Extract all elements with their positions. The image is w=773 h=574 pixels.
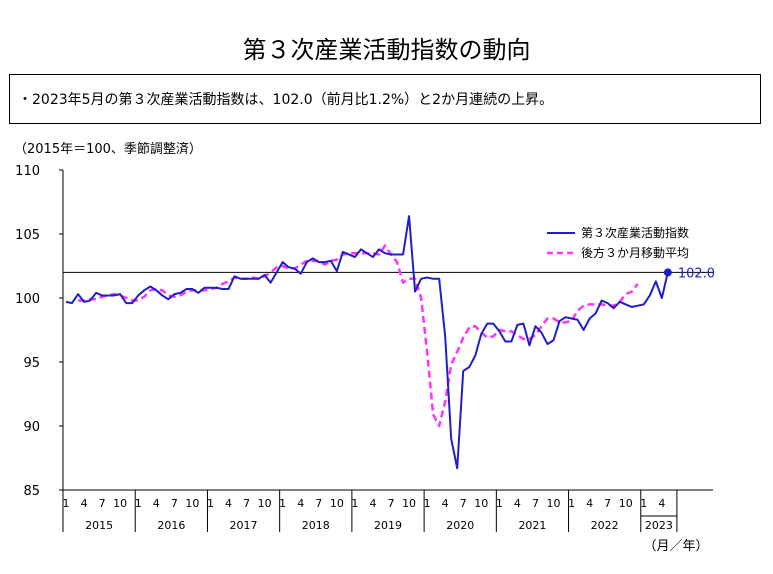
year-label: 2020	[446, 519, 474, 532]
month-tick-label: 4	[297, 497, 304, 510]
month-tick-label: 7	[460, 497, 467, 510]
month-tick-label: 1	[640, 497, 647, 510]
series-group: 102.0	[65, 215, 715, 470]
month-tick-label: 10	[258, 497, 272, 510]
legend-label-moving-average: 後方３か月移動平均	[581, 245, 689, 260]
index-series-line	[65, 215, 669, 470]
y-tick-label: 110	[15, 164, 40, 179]
month-tick-label: 4	[81, 497, 88, 510]
month-tick-label: 1	[135, 497, 142, 510]
month-tick-label: 7	[388, 497, 395, 510]
year-label: 2018	[302, 519, 330, 532]
month-tick-label: 10	[402, 497, 416, 510]
summary-box: ・2023年5月の第３次産業活動指数は、102.0（前月比1.2%）と2か月連続…	[9, 74, 761, 124]
month-tick-label: 10	[474, 497, 488, 510]
month-tick-label: 1	[63, 497, 70, 510]
month-tick-label: 1	[496, 497, 503, 510]
month-tick-label: 4	[225, 497, 232, 510]
month-tick-label: 10	[619, 497, 633, 510]
legend-label-index: 第３次産業活動指数	[581, 225, 689, 240]
month-tick-label: 7	[315, 497, 322, 510]
month-tick-label: 1	[351, 497, 358, 510]
month-tick-label: 1	[207, 497, 214, 510]
year-label: 2015	[85, 519, 113, 532]
year-label: 2016	[157, 519, 185, 532]
month-tick-label: 10	[547, 497, 561, 510]
year-label: 2023	[645, 519, 673, 532]
year-label: 2019	[374, 519, 402, 532]
y-tick-label: 105	[15, 228, 40, 243]
year-label: 2017	[230, 519, 258, 532]
y-tick-label: 95	[23, 356, 40, 371]
month-tick-label: 7	[604, 497, 611, 510]
y-axis: 85 90 95 100 105 110	[15, 164, 64, 499]
latest-value-label: 102.0	[678, 266, 715, 281]
month-tick-label: 4	[514, 497, 521, 510]
month-tick-label: 1	[568, 497, 575, 510]
unit-note: （2015年＝100、季節調整済）	[14, 142, 202, 157]
month-tick-label: 7	[532, 497, 539, 510]
month-tick-label: 7	[243, 497, 250, 510]
month-tick-label: 4	[658, 497, 665, 510]
y-tick-label: 90	[23, 420, 40, 435]
x-axis-label: （月／年）	[643, 539, 708, 554]
month-tick-label: 1	[424, 497, 431, 510]
y-tick-label: 100	[15, 292, 40, 307]
y-tick-label: 85	[23, 484, 40, 499]
month-tick-label: 10	[113, 497, 127, 510]
month-tick-label: 7	[99, 497, 106, 510]
page-title: 第３次産業活動指数の動向	[242, 36, 531, 64]
month-tick-label: 4	[369, 497, 376, 510]
month-tick-label: 4	[442, 497, 449, 510]
month-tick-label: 7	[171, 497, 178, 510]
year-label: 2022	[591, 519, 619, 532]
month-tick-label: 4	[586, 497, 593, 510]
month-tick-label: 1	[279, 497, 286, 510]
month-tick-label: 10	[330, 497, 344, 510]
month-tick-label: 4	[153, 497, 160, 510]
year-label: 2021	[518, 519, 546, 532]
latest-value-marker	[663, 268, 672, 277]
month-tick-label: 10	[185, 497, 199, 510]
summary-text: ・2023年5月の第３次産業活動指数は、102.0（前月比1.2%）と2か月連続…	[18, 92, 554, 108]
